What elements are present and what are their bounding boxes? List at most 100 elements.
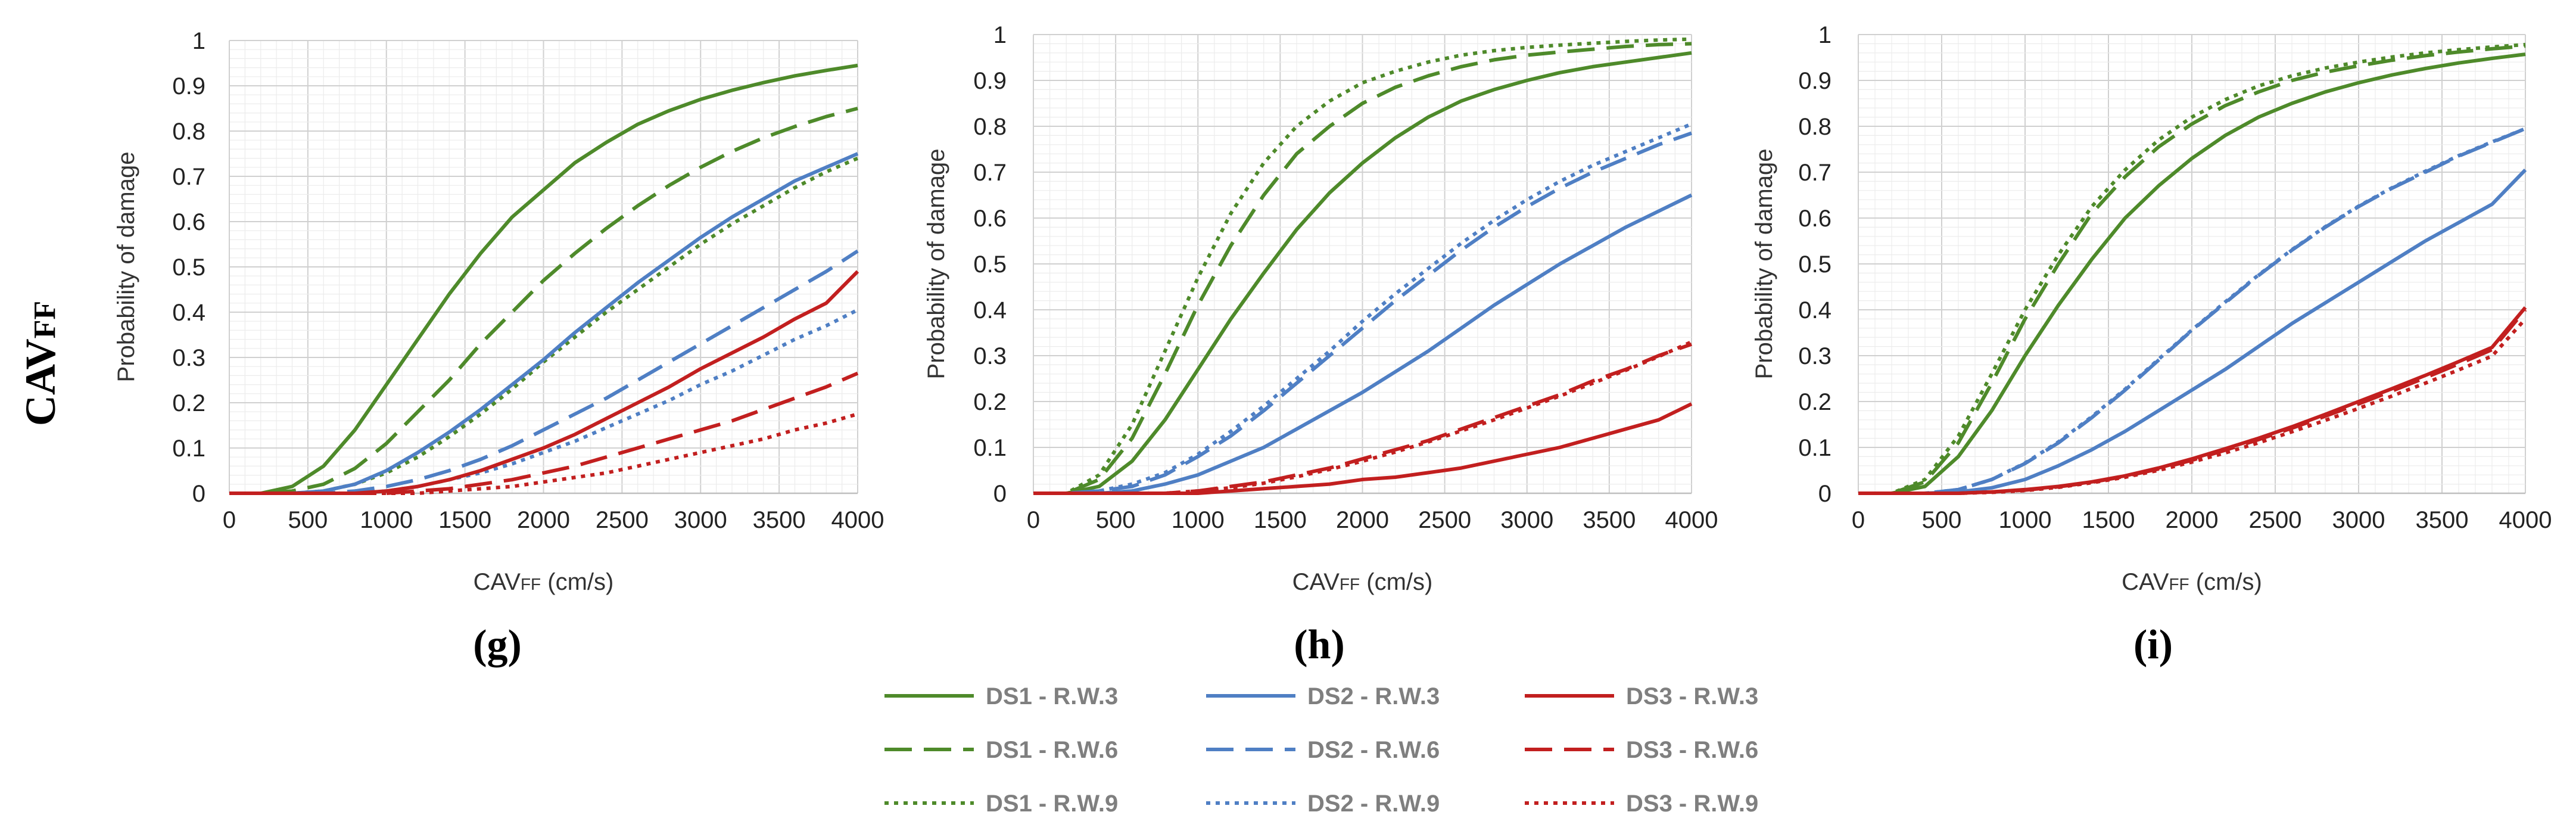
y-tick-label: 0.2 <box>1798 389 1831 415</box>
series-line-ds2-r-w-3 <box>1858 169 2527 495</box>
series-line-ds1-r-w-6 <box>1858 44 2526 495</box>
y-tick-label: 1 <box>192 28 205 54</box>
legend-label: DS1 - R.W.3 <box>986 683 1118 710</box>
y-tick-label: 0 <box>192 481 205 507</box>
y-tick-label: 0.5 <box>973 251 1007 278</box>
y-tick-label: 0.1 <box>973 435 1007 461</box>
y-tick-label: 0.5 <box>1798 251 1831 278</box>
grid <box>1858 34 2526 494</box>
x-tick-label: 500 <box>1922 507 1962 533</box>
x-tick-label: 3000 <box>2332 507 2385 533</box>
series-line-ds1-r-w-3 <box>1033 51 1692 495</box>
series-line-ds1-r-w-6 <box>1033 42 1692 495</box>
x-tick-label: 1000 <box>360 507 413 533</box>
y-axis-title: Probability of damage <box>1751 149 1777 379</box>
y-tick-label: 0.4 <box>172 300 205 326</box>
x-axis-title: CAVFF (cm/s) <box>2122 569 2262 595</box>
series-line-ds2-r-w-3 <box>1033 193 1693 495</box>
y-tick-label: 0.9 <box>1798 68 1831 94</box>
x-tick-label: 0 <box>1852 507 1865 533</box>
x-axis-title-units: (cm/s) <box>2189 569 2262 595</box>
series-line-ds1-r-w-3 <box>229 63 858 495</box>
series-line-ds1-r-w-9 <box>1858 42 2526 495</box>
y-tick-label: 0.3 <box>973 343 1007 369</box>
panel-label-g: (g) <box>473 622 522 668</box>
y-tick-label: 0.4 <box>973 297 1007 323</box>
row-label: CAVFF <box>17 301 64 426</box>
x-axis-title: CAVFF (cm/s) <box>1292 569 1433 595</box>
series-line-ds1-r-w-6 <box>229 107 858 495</box>
panel-label-i: (i) <box>2133 622 2173 668</box>
y-tick-label: 0.7 <box>172 164 205 190</box>
x-axis-title-sub: FF <box>1340 575 1360 593</box>
row-label-main: CAV <box>17 338 64 426</box>
x-tick-label: 3500 <box>753 507 806 533</box>
y-tick-label: 1 <box>1818 22 1831 48</box>
row-label-sub: FF <box>28 301 62 339</box>
y-tick-label: 0.3 <box>172 345 205 371</box>
y-tick-label: 0.6 <box>973 206 1007 232</box>
y-tick-label: 0.9 <box>973 68 1007 94</box>
grid <box>1033 34 1692 494</box>
legend: DS1 - R.W.3 DS2 - R.W.3 DS3 - R.W.3 DS1 - R… <box>884 683 1758 817</box>
x-tick-label: 4000 <box>1665 507 1718 533</box>
y-tick-label: 0.2 <box>973 389 1007 415</box>
y-tick-label: 0.1 <box>172 435 205 462</box>
x-tick-label: 3000 <box>1500 507 1553 533</box>
x-tick-label: 1000 <box>1172 507 1225 533</box>
y-tick-label: 0.6 <box>172 209 205 235</box>
series-line-ds3-r-w-9 <box>1033 340 1693 495</box>
x-tick-label: 2000 <box>1336 507 1389 533</box>
x-tick-label: 1500 <box>438 507 491 533</box>
x-tick-label: 3500 <box>1583 507 1636 533</box>
x-axis-title-sub: FF <box>521 575 541 593</box>
legend-label: DS2 - R.W.6 <box>1307 737 1440 763</box>
x-tick-label: 1500 <box>2082 507 2135 533</box>
panel-h: 0 500 1000 1500 2000 2500 3000 3500 4000 0 0.1 0.2 0… <box>923 22 1718 595</box>
legend-label: DS3 - R.W.9 <box>1626 791 1758 817</box>
series-line-ds2-r-w-9 <box>1033 122 1693 495</box>
x-axis-title: CAVFF (cm/s) <box>474 569 614 595</box>
series-line-ds3-r-w-9 <box>229 412 858 495</box>
x-tick-label: 0 <box>1027 507 1040 533</box>
panel-label-h: (h) <box>1294 622 1345 668</box>
y-tick-label: 0.4 <box>1798 297 1831 323</box>
x-tick-label: 2000 <box>517 507 570 533</box>
y-tick-label: 0.8 <box>1798 114 1831 140</box>
x-tick-label: 3500 <box>2416 507 2469 533</box>
y-tick-label: 0.6 <box>1798 206 1831 232</box>
legend-label: DS3 - R.W.6 <box>1626 737 1758 763</box>
legend-label: DS3 - R.W.3 <box>1626 683 1758 710</box>
x-tick-label: 2500 <box>2249 507 2302 533</box>
legend-label: DS2 - R.W.9 <box>1307 791 1440 817</box>
x-axis-title-main: CAV <box>2122 569 2169 595</box>
y-tick-label: 0.8 <box>172 119 205 145</box>
x-axis-title-main: CAV <box>1292 569 1340 595</box>
y-tick-label: 0 <box>1818 481 1831 507</box>
x-tick-label: 1000 <box>1999 507 2052 533</box>
y-tick-label: 1 <box>993 22 1007 48</box>
series-line-ds3-r-w-6 <box>1033 342 1692 495</box>
y-tick-label: 0.9 <box>172 73 205 99</box>
series-line-ds3-r-w-3 <box>1033 402 1693 495</box>
x-tick-label: 4000 <box>831 507 884 533</box>
x-tick-label: 2500 <box>1418 507 1471 533</box>
y-tick-label: 0.2 <box>172 390 205 416</box>
grid <box>229 40 858 494</box>
y-tick-label: 0.8 <box>973 114 1007 140</box>
y-tick-label: 0.3 <box>1798 343 1831 369</box>
y-tick-label: 0.7 <box>973 160 1007 186</box>
y-tick-label: 0.1 <box>1798 435 1831 461</box>
x-tick-label: 500 <box>288 507 328 533</box>
x-axis-title-units: (cm/s) <box>1360 569 1432 595</box>
x-tick-label: 1500 <box>1254 507 1307 533</box>
x-tick-label: 2000 <box>2166 507 2219 533</box>
series-line-ds3-r-w-9 <box>1858 318 2527 495</box>
panel-g: 0 500 1000 1500 2000 2500 3000 3500 4000 0 0.1 0.2 0… <box>113 28 884 595</box>
series-line-ds2-r-w-6 <box>1033 131 1692 495</box>
series-line-ds2-r-w-3 <box>229 152 859 495</box>
x-tick-label: 4000 <box>2499 507 2552 533</box>
y-tick-label: 0.7 <box>1798 160 1831 186</box>
x-tick-label: 500 <box>1096 507 1136 533</box>
x-tick-label: 0 <box>223 507 236 533</box>
